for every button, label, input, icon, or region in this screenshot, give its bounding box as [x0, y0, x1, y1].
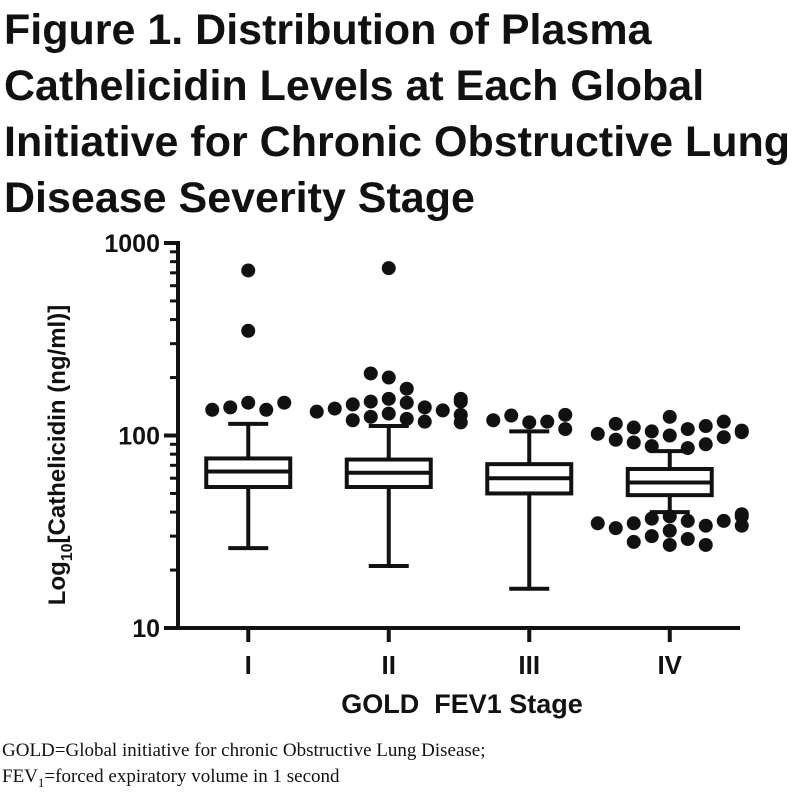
- outlier-point: [626, 534, 641, 549]
- outlier-point: [662, 523, 677, 538]
- y-tick-label: 100: [118, 423, 160, 451]
- outlier-point: [345, 413, 360, 428]
- outlier-point: [259, 402, 274, 417]
- outlier-point: [435, 403, 450, 418]
- outlier-point: [716, 513, 731, 528]
- outlier-point: [453, 391, 468, 406]
- outlier-point: [626, 516, 641, 531]
- outlier-point: [241, 263, 256, 278]
- outlier-point: [399, 411, 414, 426]
- y-axis-label-subscript: 10: [59, 543, 76, 561]
- x-tick-label: I: [245, 650, 252, 680]
- outlier-point: [590, 516, 605, 531]
- outlier-point: [680, 422, 695, 437]
- footnote-fev-rest: =forced expiratory volume in 1 second: [44, 766, 340, 787]
- outlier-point: [662, 409, 677, 424]
- figure-title: Figure 1. Distribution of Plasma Catheli…: [4, 6, 791, 222]
- outlier-point: [241, 323, 256, 338]
- footnote-line-1: GOLD=Global initiative for chronic Obstr…: [2, 740, 486, 761]
- outlier-point: [698, 518, 713, 533]
- y-axis-label-rest: [Cathelicidin (ng/ml)]: [44, 305, 71, 544]
- outlier-point: [522, 415, 537, 430]
- footnote-fev-prefix: FEV: [2, 766, 38, 787]
- outlier-point: [590, 426, 605, 441]
- outlier-point: [223, 400, 238, 415]
- outlier-point: [381, 406, 396, 421]
- y-axis-label-prefix: Log: [44, 561, 71, 605]
- outlier-point: [626, 435, 641, 450]
- box-group: [485, 407, 574, 591]
- outlier-point: [205, 402, 220, 417]
- outlier-point: [680, 531, 695, 546]
- outlier-point: [453, 415, 468, 430]
- outlier-point: [504, 408, 519, 423]
- outlier-point: [399, 395, 414, 410]
- outlier-point: [644, 439, 659, 454]
- outlier-point: [417, 414, 432, 429]
- y-tick-label: 1000: [104, 230, 160, 258]
- box-group: [590, 409, 749, 552]
- outlier-point: [381, 261, 396, 276]
- outlier-point: [277, 395, 292, 410]
- box-plots: [204, 261, 749, 591]
- outlier-point: [644, 529, 659, 544]
- outlier-point: [698, 419, 713, 434]
- outlier-point: [626, 420, 641, 435]
- outlier-point: [608, 416, 623, 431]
- outlier-point: [734, 507, 749, 522]
- outlier-point: [381, 391, 396, 406]
- y-axis-label: Log10[Cathelicidin (ng/ml)]: [44, 305, 76, 605]
- outlier-point: [698, 437, 713, 452]
- outlier-point: [558, 407, 573, 422]
- outlier-point: [608, 521, 623, 536]
- outlier-point: [662, 509, 677, 524]
- outlier-point: [662, 428, 677, 443]
- outlier-point: [734, 423, 749, 438]
- outlier-point: [644, 424, 659, 439]
- x-axis: I II III IV: [176, 626, 740, 680]
- x-tick-label: III: [518, 650, 540, 680]
- outlier-point: [486, 413, 501, 428]
- x-tick-label: II: [382, 650, 396, 680]
- outlier-point: [558, 422, 573, 437]
- footnote-line-2: FEV1=forced expiratory volume in 1 secon…: [2, 764, 798, 796]
- outlier-point: [716, 414, 731, 429]
- outlier-point: [327, 401, 342, 416]
- outlier-point: [680, 441, 695, 456]
- outlier-point: [716, 430, 731, 445]
- outlier-point: [644, 511, 659, 526]
- outlier-point: [680, 513, 695, 528]
- x-tick-label: IV: [657, 650, 682, 680]
- outlier-point: [241, 395, 256, 410]
- outlier-point: [309, 404, 324, 419]
- outlier-point: [363, 366, 378, 381]
- footnote-fev-subscript: 1: [37, 774, 45, 790]
- outlier-point: [698, 537, 713, 552]
- footnote: GOLD=Global initiative for chronic Obstr…: [2, 738, 798, 796]
- outlier-point: [540, 414, 555, 429]
- outlier-point: [363, 394, 378, 409]
- box-group: [204, 263, 293, 551]
- outlier-point: [345, 397, 360, 412]
- outlier-point: [608, 432, 623, 447]
- box-group: [309, 261, 468, 568]
- outlier-point: [417, 400, 432, 415]
- outlier-point: [399, 381, 414, 396]
- y-axis: 10 100 1000: [104, 230, 180, 643]
- outlier-point: [662, 537, 677, 552]
- outlier-point: [363, 409, 378, 424]
- outlier-point: [381, 370, 396, 385]
- x-axis-label: GOLD FEV1 Stage: [341, 689, 583, 719]
- y-tick-label: 10: [132, 615, 160, 643]
